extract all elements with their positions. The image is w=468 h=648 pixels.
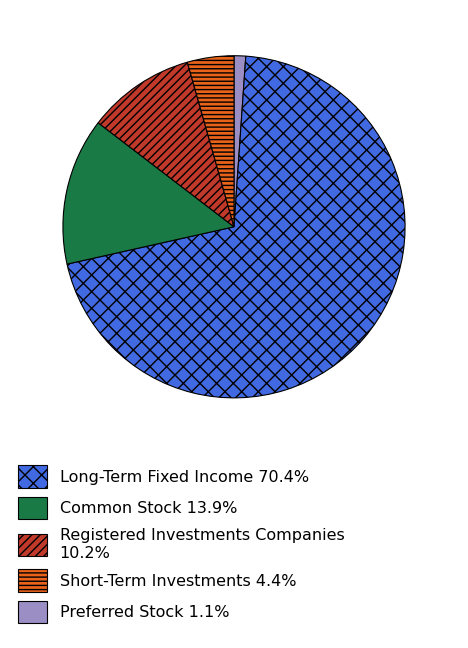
Wedge shape <box>187 56 234 227</box>
Legend: Long-Term Fixed Income 70.4%, Common Stock 13.9%, Registered Investments Compani: Long-Term Fixed Income 70.4%, Common Sto… <box>18 465 344 623</box>
Wedge shape <box>234 56 246 227</box>
Wedge shape <box>63 123 234 264</box>
Wedge shape <box>98 62 234 227</box>
Wedge shape <box>67 56 405 398</box>
